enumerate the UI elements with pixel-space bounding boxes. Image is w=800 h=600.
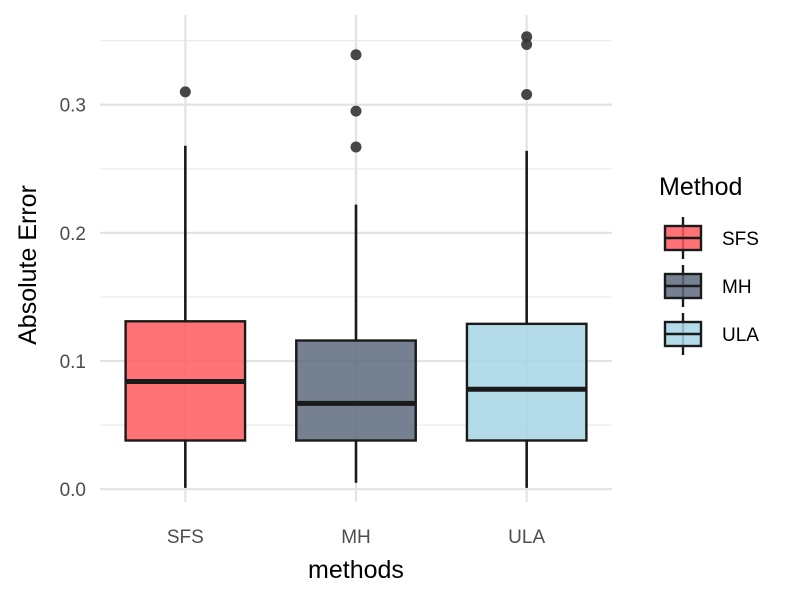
legend-label: SFS xyxy=(722,229,759,250)
box-ula xyxy=(465,31,588,488)
y-tick-label: 0.1 xyxy=(60,352,86,373)
box-iqr xyxy=(465,322,588,442)
legend-key-mh: MH xyxy=(663,265,752,307)
outlier-point xyxy=(521,88,533,100)
box-sfs xyxy=(124,86,247,488)
y-axis-ticks: 0.0 0.1 0.2 0.3 xyxy=(60,96,86,501)
legend-label: ULA xyxy=(722,325,759,346)
box-mh xyxy=(295,49,417,483)
outlier-point xyxy=(179,86,191,98)
legend-key-ula: ULA xyxy=(663,313,759,355)
x-axis-ticks: SFS MH ULA xyxy=(167,527,546,548)
outlier-point xyxy=(350,105,362,117)
y-tick-label: 0.3 xyxy=(60,96,86,117)
y-tick-label: 0.2 xyxy=(60,224,86,245)
outlier-point xyxy=(521,38,533,50)
legend-title: Method xyxy=(659,173,742,201)
box-iqr xyxy=(295,339,417,442)
x-tick-label: ULA xyxy=(508,527,545,548)
outlier-point xyxy=(521,31,533,43)
x-tick-label: MH xyxy=(341,527,371,548)
legend: Method SFS MH ULA xyxy=(659,173,759,355)
x-axis-title: methods xyxy=(308,556,404,584)
y-tick-label: 0.0 xyxy=(60,480,86,501)
legend-key-sfs: SFS xyxy=(663,217,759,259)
y-axis-title: Absolute Error xyxy=(14,185,42,345)
legend-label: MH xyxy=(722,277,752,298)
outlier-point xyxy=(350,49,362,61)
outlier-point xyxy=(350,141,362,153)
x-tick-label: SFS xyxy=(167,527,204,548)
boxes xyxy=(124,31,588,488)
